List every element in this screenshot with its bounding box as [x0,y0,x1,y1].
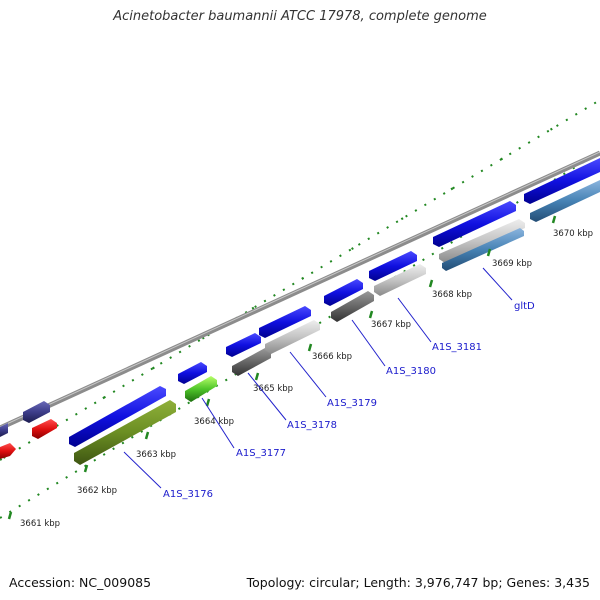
genome-summary-text: Topology: circular; Length: 3,976,747 bp… [246,575,590,590]
tick-label: 3666 kbp [312,352,352,362]
gene-label-a1s-3181: A1S_3181 [432,342,482,353]
gene-label-a1s-3178: A1S_3178 [287,420,337,431]
tick-label: 3665 kbp [253,384,293,394]
gene-label-gltd: gltD [514,301,535,312]
gene-bar-steel-blue [442,228,524,271]
major-ticks [7,215,557,520]
partial-genes-left [0,401,57,459]
cds-forward [324,279,363,306]
tick-label: 3662 kbp [77,486,117,496]
outer-tick-ring [0,99,600,461]
cds-forward [259,306,311,338]
scale-labels: 3661 kbp 3662 kbp 3663 kbp 3664 kbp 3665… [20,229,593,529]
cds-forward [524,158,600,204]
genome-backbone [0,150,600,431]
gene-label-a1s-3179: A1S_3179 [327,398,377,409]
gene-bar-red [0,443,16,459]
gene-bar-purple [23,401,50,423]
gene-bar-light-gray [265,320,320,354]
cds-forward [433,201,516,247]
accession-text: Accession: NC_009085 [9,575,152,590]
tick-label: 3669 kbp [492,259,532,269]
gene-bar-dark-gray [331,291,374,322]
gene-labels: A1S_3176 A1S_3177 A1S_3178 A1S_3179 A1S_… [163,301,535,500]
forward-cds-track [69,158,600,447]
gene-bar-steel-blue [530,180,600,222]
gene-bar-purple [0,423,8,437]
gene-bar-light-gray [374,264,426,296]
tick-label: 3663 kbp [136,450,176,460]
map-title: Acinetobacter baumannii ATCC 17978, comp… [113,9,487,24]
tick-label: 3664 kbp [194,417,234,427]
gene-label-a1s-3177: A1S_3177 [236,448,286,459]
tick-label: 3668 kbp [432,290,472,300]
feature-track [74,180,600,465]
cds-forward [226,333,261,357]
label-connectors [123,267,513,489]
gene-bar-red [32,419,57,439]
gene-bar-dark-gray [232,348,271,376]
gene-bar-light-gray [439,219,525,263]
cds-forward [369,251,417,281]
gene-bar-green [185,376,217,402]
gene-label-a1s-3176: A1S_3176 [163,489,213,500]
cds-forward [178,362,207,384]
gene-bar-olive [74,400,176,465]
cds-forward [69,386,166,447]
gene-label-a1s-3180: A1S_3180 [386,366,436,377]
tick-label: 3661 kbp [20,519,60,529]
tick-label: 3670 kbp [553,229,593,239]
tick-label: 3667 kbp [371,320,411,330]
